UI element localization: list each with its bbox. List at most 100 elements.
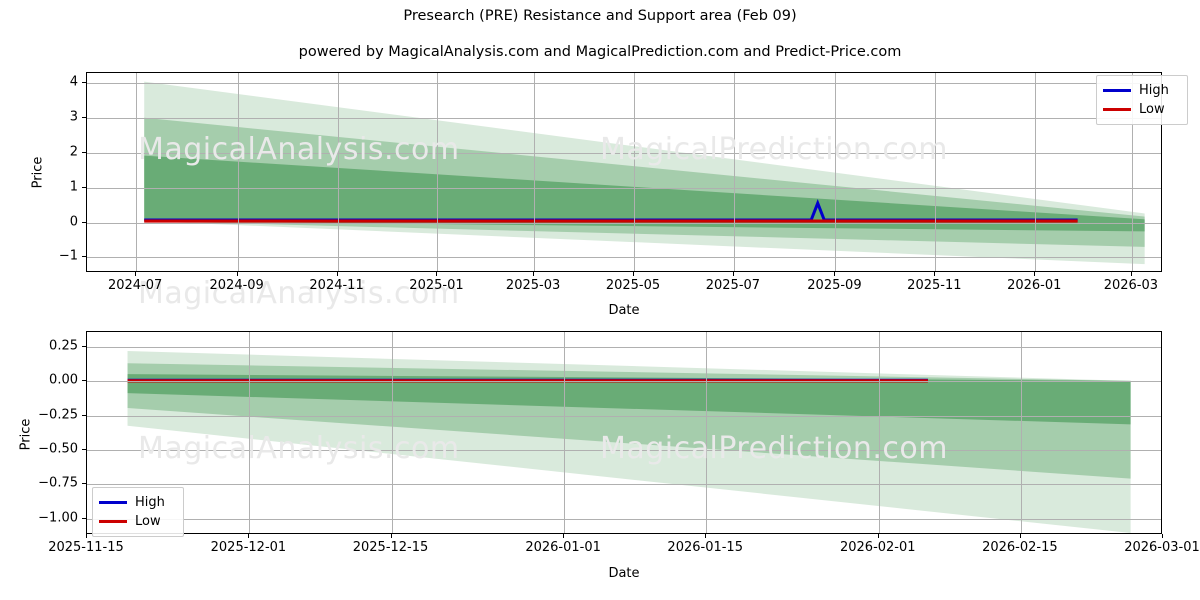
y-tick-label: 0	[69, 214, 78, 230]
legend-swatch-high	[99, 501, 127, 504]
bottom-chart-legend: High Low	[92, 487, 184, 537]
gridline-vertical	[634, 73, 635, 271]
gridline-vertical	[835, 73, 837, 271]
legend-item-high[interactable]: High	[1103, 81, 1180, 100]
x-tick-label: 2026-02-01	[839, 540, 916, 555]
y-tick-label: −0.50	[38, 441, 78, 457]
x-tick-label: 2025-12-15	[352, 540, 429, 555]
gridline-vertical	[733, 73, 735, 271]
x-tick-label: 2025-01	[409, 278, 464, 293]
y-tick-mark	[82, 186, 86, 188]
x-tick-mark	[390, 534, 392, 538]
x-tick-mark	[877, 534, 879, 538]
y-tick-label: −1	[58, 248, 78, 264]
y-tick-mark	[82, 346, 86, 348]
gridline-vertical	[237, 73, 239, 271]
gridline-vertical	[1131, 73, 1133, 271]
y-tick-label: 4	[69, 74, 78, 90]
x-tick-mark	[436, 272, 438, 276]
y-tick-mark	[82, 117, 86, 119]
x-tick-label: 2025-05	[605, 278, 661, 293]
y-tick-mark	[82, 483, 86, 485]
x-tick-mark	[705, 534, 707, 538]
gridline-horizontal	[87, 222, 1161, 224]
gridline-vertical	[1020, 332, 1022, 533]
x-tick-mark	[336, 272, 338, 276]
x-tick-label: 2025-09	[807, 278, 862, 293]
legend-label-high: High	[1139, 83, 1169, 98]
band-inner	[144, 155, 1145, 232]
x-tick-mark	[563, 534, 565, 538]
gridline-horizontal	[87, 381, 1161, 383]
x-tick-label: 2024-11	[309, 278, 364, 293]
x-tick-mark	[1019, 534, 1021, 538]
gridline-vertical	[136, 73, 138, 271]
gridline-horizontal	[87, 187, 1161, 189]
y-tick-label: 0.00	[49, 372, 78, 388]
gridline-vertical	[1035, 73, 1037, 271]
x-tick-label: 2025-07	[705, 278, 761, 293]
x-tick-label: 2026-01-01	[525, 540, 601, 555]
y-tick-label: 0.25	[49, 338, 78, 354]
top-chart-canvas	[144, 81, 1145, 265]
gridline-vertical	[706, 332, 708, 533]
gridline-vertical	[935, 73, 937, 271]
gridline-horizontal	[87, 153, 1161, 154]
y-tick-mark	[82, 414, 86, 416]
legend-item-low[interactable]: Low	[99, 512, 176, 531]
x-tick-mark	[1162, 534, 1163, 538]
y-tick-label: 1	[69, 179, 78, 195]
x-tick-label: 2025-12-01	[210, 540, 287, 555]
bottom-y-axis-label: Price	[18, 418, 34, 451]
gridline-vertical	[337, 73, 339, 271]
page-title: Presearch (PRE) Resistance and Support a…	[403, 8, 797, 24]
top-chart-legend: High Low	[1096, 75, 1188, 125]
page-subtitle: powered by MagicalAnalysis.com and Magic…	[298, 44, 902, 60]
gridline-horizontal	[87, 415, 1161, 417]
legend-swatch-high	[1103, 89, 1131, 92]
x-tick-mark	[732, 272, 734, 276]
x-tick-label: 2024-07	[107, 278, 163, 293]
bottom-chart-canvas	[127, 351, 1131, 533]
y-tick-label: 3	[69, 109, 78, 125]
gridline-vertical	[878, 332, 880, 533]
x-tick-label: 2026-01	[1007, 278, 1062, 293]
gridline-horizontal	[87, 347, 1161, 349]
gridline-horizontal	[87, 518, 1161, 520]
x-tick-mark	[1034, 272, 1036, 276]
gridline-vertical	[534, 73, 536, 271]
x-tick-label: 2025-11-15	[48, 540, 124, 555]
legend-label-low: Low	[135, 514, 161, 529]
y-tick-mark	[82, 448, 86, 450]
x-tick-mark	[834, 272, 836, 276]
gridline-vertical	[391, 332, 393, 533]
y-tick-label: −1.00	[38, 510, 78, 526]
gridline-vertical	[249, 332, 251, 533]
x-tick-label: 2026-03-01	[1124, 540, 1200, 555]
legend-swatch-low	[99, 520, 127, 523]
gridline-vertical	[437, 73, 439, 271]
y-tick-mark	[82, 256, 86, 258]
gridline-horizontal	[87, 83, 1161, 85]
legend-item-high[interactable]: High	[99, 493, 176, 512]
gridline-horizontal	[87, 449, 1161, 451]
legend-item-low[interactable]: Low	[1103, 100, 1180, 119]
x-tick-label: 2024-09	[209, 278, 264, 293]
y-tick-mark	[82, 221, 86, 223]
y-tick-mark	[82, 517, 86, 519]
x-tick-mark	[86, 534, 87, 538]
y-tick-mark	[82, 152, 86, 153]
x-tick-label: 2026-03	[1103, 278, 1159, 293]
top-plot-area	[86, 72, 1162, 272]
x-tick-label: 2025-03	[505, 278, 561, 293]
x-tick-label: 2026-01-15	[667, 540, 743, 555]
y-tick-label: −0.25	[38, 407, 78, 423]
legend-swatch-low	[1103, 108, 1131, 111]
x-tick-label: 2026-02-15	[982, 540, 1058, 555]
legend-label-low: Low	[1139, 102, 1165, 117]
y-tick-mark	[82, 82, 86, 84]
gridline-horizontal	[87, 118, 1161, 120]
y-tick-label: 2	[69, 144, 78, 160]
x-tick-mark	[934, 272, 936, 276]
x-tick-label: 2025-11	[907, 278, 962, 293]
